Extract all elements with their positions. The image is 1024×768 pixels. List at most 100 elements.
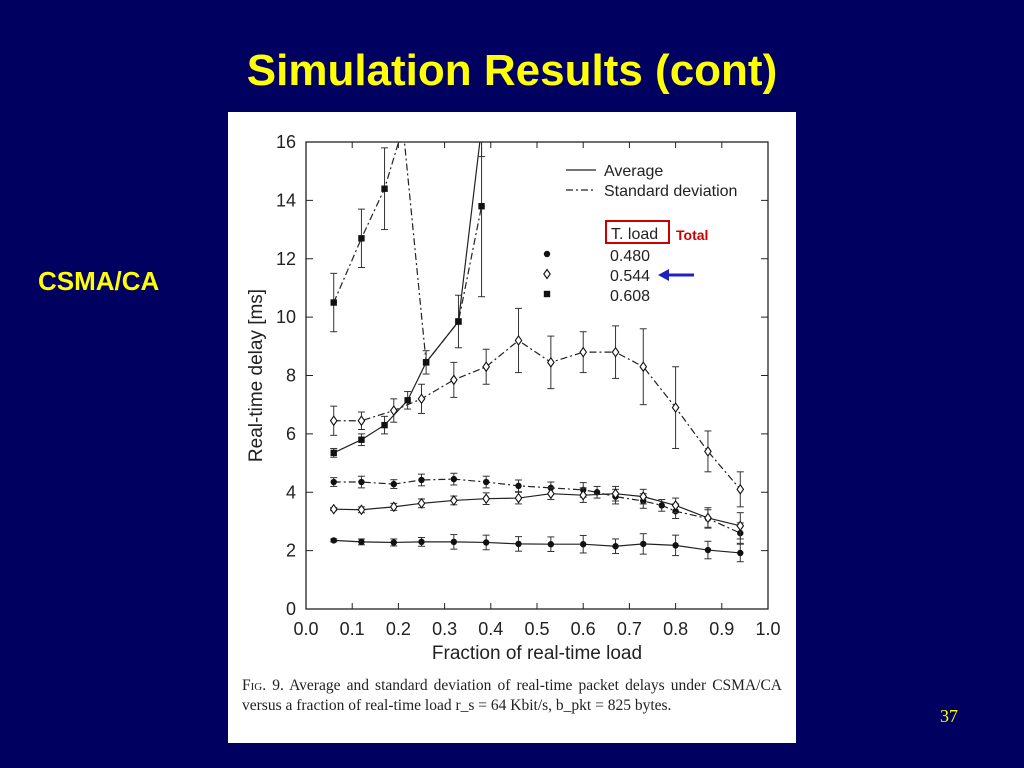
data-point [515,482,522,490]
data-point [330,537,337,544]
data-point [515,540,522,548]
data-point [357,504,366,516]
series-group [329,485,745,540]
x-tick-label: 0.7 [617,619,642,639]
legend-marker-label: 0.544 [610,268,650,285]
data-point [704,445,712,457]
data-point [514,492,523,504]
plot-frame [305,141,769,610]
series-group [329,307,745,508]
data-point [482,478,490,486]
x-tick-label: 0.3 [432,619,457,639]
y-axis-label: Real-time delay [ms] [246,289,267,462]
x-tick-label: 0.5 [524,619,549,639]
data-point [449,494,458,506]
data-point [381,421,388,429]
y-tick-label: 0 [286,599,296,619]
y-tick-label: 10 [276,307,296,327]
data-point [418,538,425,546]
data-point [389,501,398,513]
data-point [482,361,491,373]
data-point [579,489,588,501]
legend-marker-label: 0.608 [610,288,650,305]
data-point [400,124,406,130]
data-point [478,124,484,130]
total-annotation: Total [676,227,708,243]
data-point [358,538,365,546]
data-point [482,493,491,505]
data-point [704,546,712,554]
protocol-label: CSMA/CA [38,266,160,296]
y-tick-label: 4 [286,482,296,502]
legend-header: T. load [611,226,658,243]
data-point [580,541,587,548]
data-point [736,520,745,532]
data-point [449,374,458,386]
data-point [639,491,648,503]
series-line [333,339,741,490]
data-point [546,488,555,500]
data-point [329,503,338,515]
data-point [671,499,680,511]
data-point [482,539,490,546]
figure-panel: 0.0 0.1 0.2 0.3 0.4 0.5 0.6 0.7 0.8 0.9 1.0 0 2 4 6 8 10… [228,112,796,743]
y-tick-label: 16 [276,132,296,152]
data-point [422,359,430,366]
data-point [390,480,397,488]
data-point [450,538,458,546]
data-point [389,405,398,416]
figure-caption: Fig. 9. Average and standard deviation o… [242,676,782,716]
data-point [672,542,679,549]
legend-marker-label: 0.480 [610,248,650,265]
legend-line-label: Average [604,163,663,180]
x-tick-label: 0.9 [709,619,734,639]
y-tick-label: 14 [276,190,296,210]
data-point [358,478,365,486]
series-line [333,539,741,554]
legend-header-box [605,220,670,244]
data-point [330,478,337,486]
data-point [547,541,555,548]
data-point [358,436,365,443]
data-point [612,543,619,550]
x-tick-label: 0.4 [478,619,503,639]
data-point [450,475,458,483]
data-point [381,185,388,192]
caption-figure-number: Fig. 9. [242,677,284,694]
data-point [329,415,338,427]
delay-chart: 0.0 0.1 0.2 0.3 0.4 0.5 0.6 0.7 0.8 0.9 1.0 0 2 4 6 8 10… [246,124,781,664]
series-group [330,124,486,458]
data-point [404,397,411,404]
data-point [658,502,665,509]
x-tick-label: 0.6 [571,619,596,639]
data-point [671,402,680,414]
x-tick-label: 0.0 [293,619,318,639]
data-point [390,539,397,546]
series-line [333,493,741,527]
data-point [358,235,365,242]
legend-marker [543,250,551,258]
data-point [579,346,588,358]
data-point [330,299,337,306]
data-point [611,488,620,500]
data-point [357,415,366,427]
data-point [737,549,744,557]
y-tick-label: 6 [286,424,296,444]
caption-text: Average and standard deviation of real-t… [242,677,782,714]
data-point [514,335,523,346]
slide-title: Simulation Results (cont) [246,46,778,95]
x-tick-label: 0.2 [386,619,411,639]
series-group [330,124,486,366]
data-point [330,449,337,457]
legend-marker [543,290,551,298]
page-number: 37 [940,706,958,726]
data-point [611,346,620,358]
series-line [333,142,483,364]
series-group [330,533,744,563]
x-tick-label: 1.0 [755,619,780,639]
data-point [593,489,601,496]
data-point [704,512,712,524]
x-axis-label: Fraction of real-time load [432,643,642,664]
data-point [455,318,462,325]
legend-marker [543,268,551,280]
